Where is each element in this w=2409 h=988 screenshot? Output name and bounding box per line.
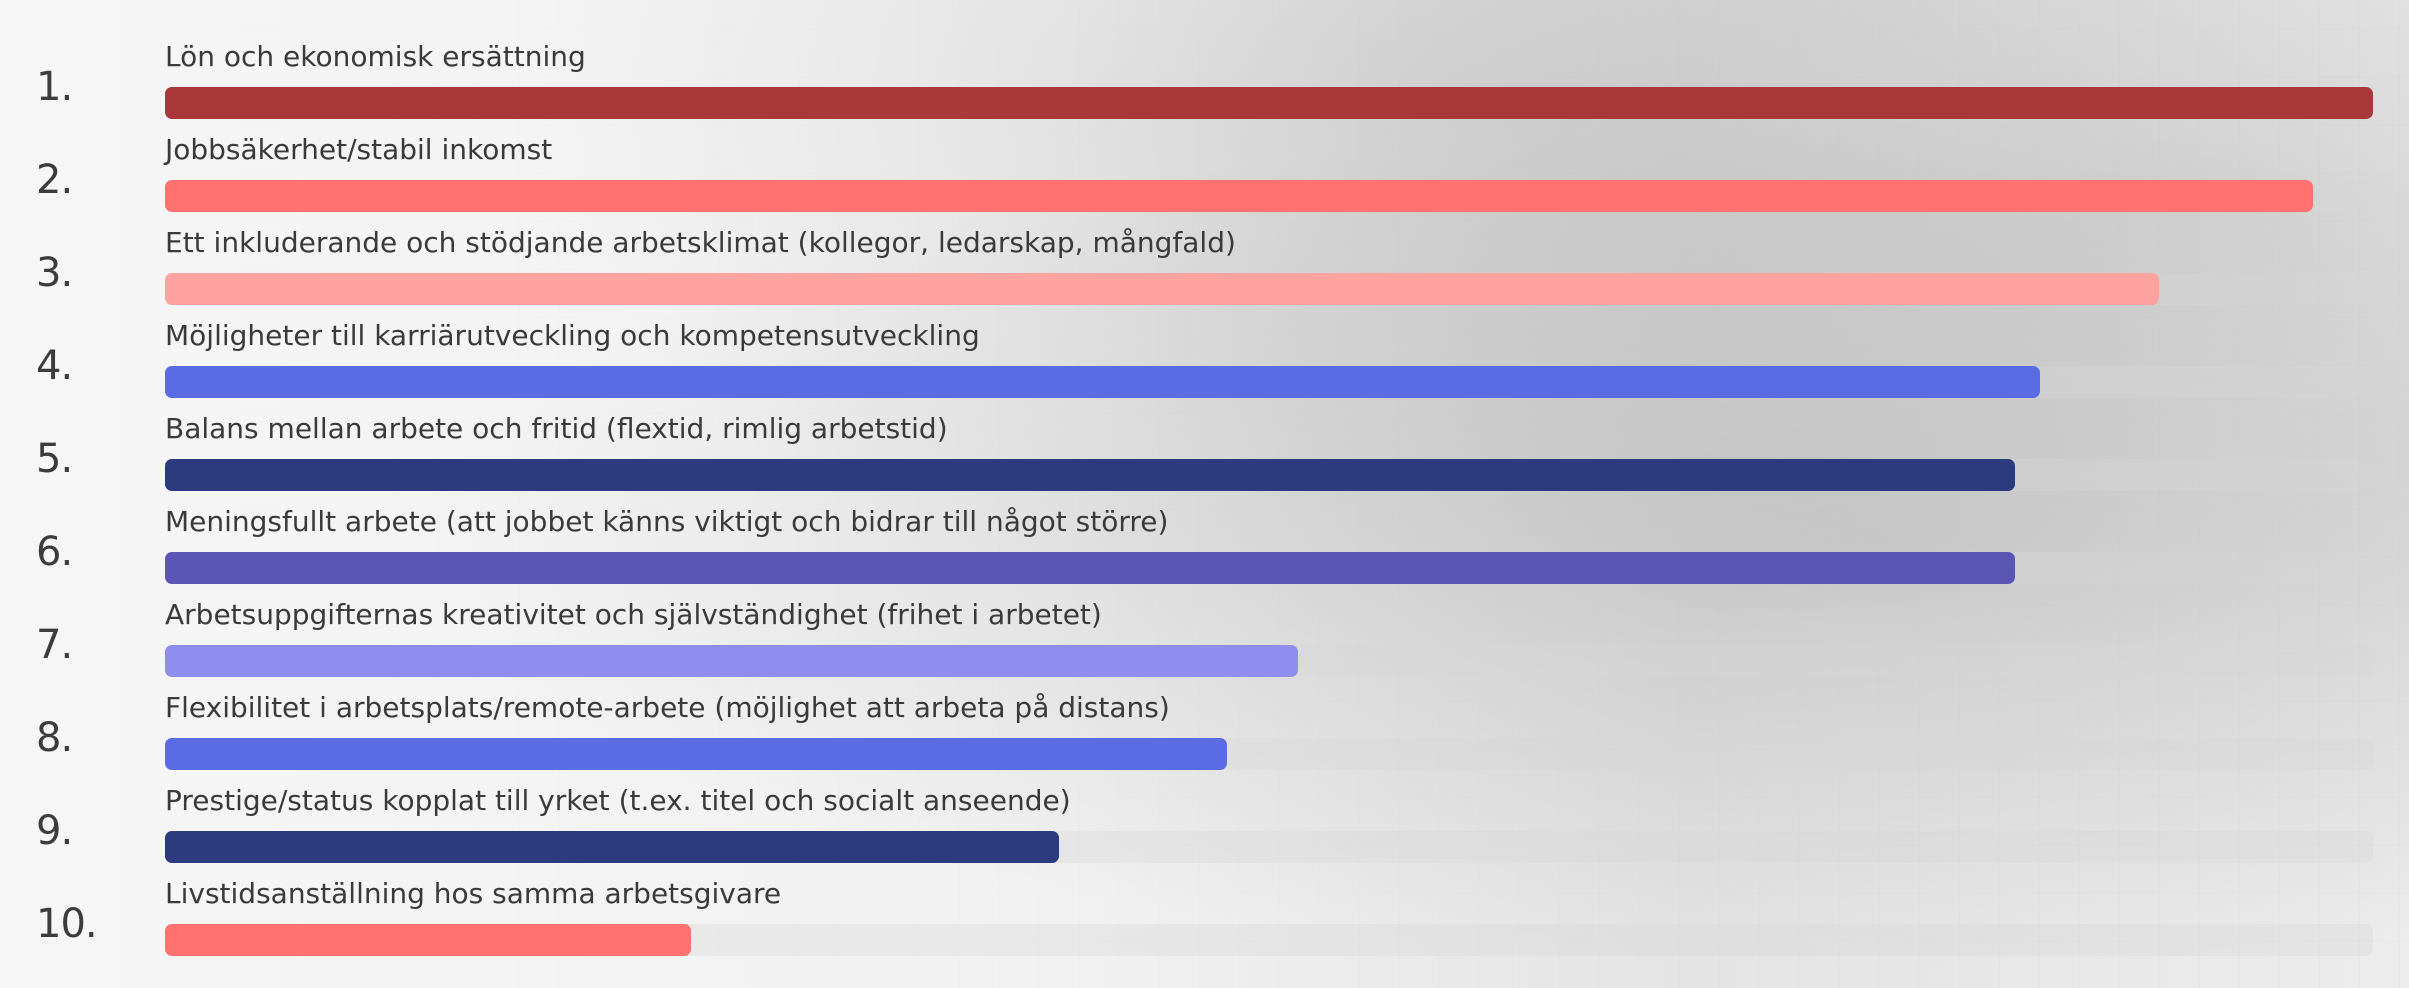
bar-2 xyxy=(165,180,2313,212)
rank-number: 4. xyxy=(36,343,73,389)
bar-5 xyxy=(165,459,2015,491)
rank-number: 2. xyxy=(36,157,73,203)
category-label: Möjligheter till karriärutveckling och k… xyxy=(165,319,980,352)
category-label: Ett inkluderande och stödjande arbetskli… xyxy=(165,226,1236,259)
chart-row-4: 4. Möjligheter till karriärutveckling och… xyxy=(0,319,2409,412)
chart-row-5: 5. Balans mellan arbete och fritid (flext… xyxy=(0,412,2409,505)
bar-4 xyxy=(165,366,2040,398)
rank-number: 5. xyxy=(36,436,73,482)
category-label: Meningsfullt arbete (att jobbet känns vi… xyxy=(165,505,1169,538)
rank-number: 3. xyxy=(36,250,73,296)
rank-number: 7. xyxy=(36,622,73,668)
chart-row-3: 3. Ett inkluderande och stödjande arbetsk… xyxy=(0,226,2409,319)
rank-number: 9. xyxy=(36,808,73,854)
category-label: Arbetsuppgifternas kreativitet och själv… xyxy=(165,598,1102,631)
category-label: Jobbsäkerhet/stabil inkomst xyxy=(165,133,553,166)
category-label: Flexibilitet i arbetsplats/remote-arbete… xyxy=(165,691,1170,724)
category-label: Prestige/status kopplat till yrket (t.ex… xyxy=(165,784,1071,817)
bar-8 xyxy=(165,738,1227,770)
chart-row-10: 10. Livstidsanställning hos samma arbetsg… xyxy=(0,877,2409,970)
chart-row-2: 2. Jobbsäkerhet/stabil inkomst xyxy=(0,133,2409,226)
category-label: Lön och ekonomisk ersättning xyxy=(165,40,586,73)
category-label: Balans mellan arbete och fritid (flextid… xyxy=(165,412,948,445)
chart-row-6: 6. Meningsfullt arbete (att jobbet känns … xyxy=(0,505,2409,598)
chart-row-7: 7. Arbetsuppgifternas kreativitet och sjä… xyxy=(0,598,2409,691)
bar-7 xyxy=(165,645,1298,677)
bar-10 xyxy=(165,924,691,956)
bar-3 xyxy=(165,273,2159,305)
chart-row-8: 8. Flexibilitet i arbetsplats/remote-arbe… xyxy=(0,691,2409,784)
chart-row-9: 9. Prestige/status kopplat till yrket (t.… xyxy=(0,784,2409,877)
chart-row-1: 1. Lön och ekonomisk ersättning xyxy=(0,40,2409,133)
rank-number: 8. xyxy=(36,715,73,761)
rank-number: 1. xyxy=(36,64,73,110)
rank-number: 10. xyxy=(36,901,98,947)
category-label: Livstidsanställning hos samma arbetsgiva… xyxy=(165,877,782,910)
bar-1 xyxy=(165,87,2373,119)
bar-9 xyxy=(165,831,1059,863)
rank-number: 6. xyxy=(36,529,73,575)
bar-6 xyxy=(165,552,2015,584)
